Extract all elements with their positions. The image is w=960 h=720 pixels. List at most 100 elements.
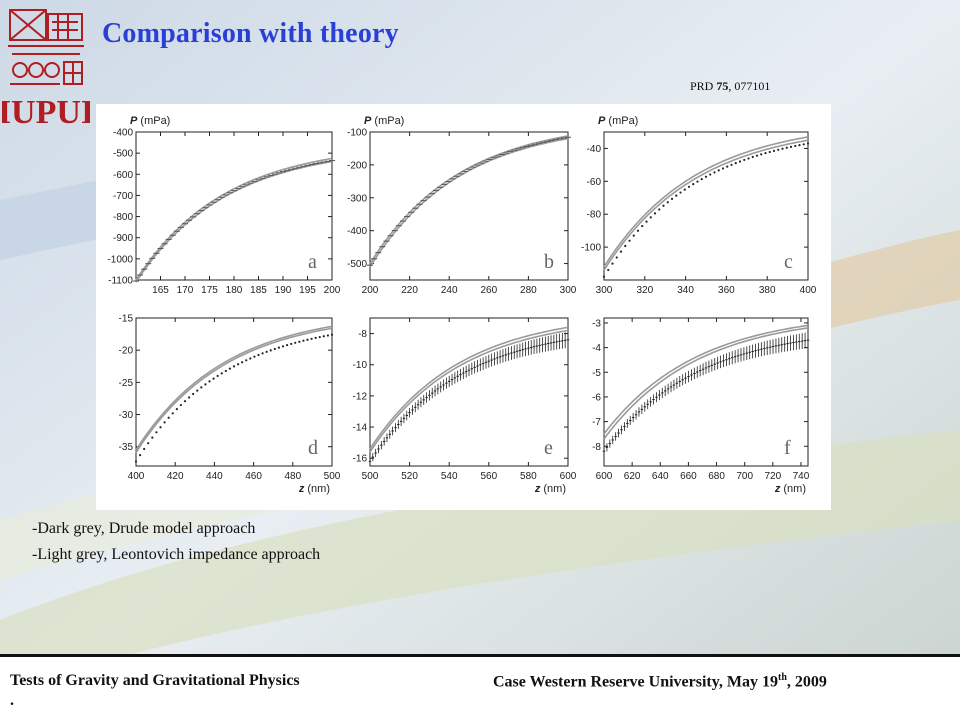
reference-volume: 75 bbox=[716, 79, 729, 93]
data-point bbox=[179, 403, 183, 407]
data-point bbox=[277, 346, 281, 349]
slide-title: Comparison with theory bbox=[102, 18, 399, 49]
data-point bbox=[624, 244, 627, 248]
y-tick-label: -900 bbox=[113, 233, 133, 244]
data-point bbox=[628, 239, 631, 242]
y-tick-label: -16 bbox=[353, 454, 368, 465]
data-point bbox=[747, 157, 750, 160]
y-tick-label: -30 bbox=[119, 410, 134, 421]
data-point bbox=[789, 145, 793, 148]
data-point bbox=[730, 163, 733, 166]
x-tick-label: 400 bbox=[128, 471, 145, 482]
data-point bbox=[212, 377, 215, 380]
chart-panel-a: 165 170 175 180 185 190 195 200 -400 -500 -600 -700… bbox=[107, 115, 340, 296]
y-tick-label: -6 bbox=[592, 392, 601, 403]
data-point bbox=[785, 146, 788, 149]
y-axis-label: P (mPa) bbox=[598, 115, 638, 127]
data-point bbox=[755, 154, 759, 157]
data-point bbox=[683, 188, 686, 191]
data-point bbox=[269, 349, 272, 352]
data-point bbox=[696, 180, 699, 183]
data-point bbox=[704, 175, 708, 178]
data-point bbox=[662, 204, 665, 207]
x-tick-label: 400 bbox=[800, 285, 817, 296]
plot-frame bbox=[369, 131, 569, 281]
data-point bbox=[326, 334, 330, 337]
y-tick-label: -400 bbox=[113, 128, 133, 139]
data-point bbox=[175, 407, 178, 411]
data-point bbox=[290, 342, 293, 346]
data-point bbox=[147, 442, 150, 445]
data-point bbox=[249, 357, 252, 360]
x-tick-label: 700 bbox=[736, 471, 753, 482]
y-axis-label: P (mPa) bbox=[130, 115, 170, 127]
y-tick-label: -60 bbox=[587, 177, 602, 188]
y-tick-label: -100 bbox=[581, 243, 601, 254]
theory-curve bbox=[369, 137, 569, 268]
x-tick-label: 200 bbox=[324, 285, 341, 296]
y-tick-label: -400 bbox=[347, 226, 367, 237]
data-point bbox=[273, 347, 276, 351]
data-point bbox=[196, 389, 199, 392]
plot-frame bbox=[603, 131, 809, 281]
data-point bbox=[261, 352, 264, 355]
y-tick-label: -3 bbox=[592, 318, 601, 329]
data-point bbox=[285, 343, 289, 347]
x-tick-label: 740 bbox=[793, 471, 810, 482]
data-point bbox=[167, 416, 170, 419]
panel-letter: d bbox=[308, 437, 318, 459]
x-tick-label: 340 bbox=[677, 285, 694, 296]
y-tick-label: -35 bbox=[119, 442, 134, 453]
chart-panel-e: 500 520 540 560 580 600 -8 -10 -12 -14 -16 z (nm) e bbox=[353, 317, 577, 495]
data-point bbox=[653, 212, 657, 215]
x-tick-label: 175 bbox=[201, 285, 218, 296]
data-point bbox=[151, 436, 154, 439]
data-point bbox=[183, 400, 187, 403]
footer-year: , 2009 bbox=[786, 673, 827, 691]
x-axis-label: z (nm) bbox=[298, 483, 330, 495]
panel-letter: a bbox=[308, 251, 317, 273]
x-tick-label: 300 bbox=[560, 285, 577, 296]
data-point bbox=[764, 152, 767, 155]
data-point bbox=[772, 149, 776, 152]
y-tick-label: -8 bbox=[592, 442, 601, 453]
y-tick-label: -40 bbox=[587, 144, 602, 155]
data-point bbox=[687, 185, 691, 188]
theory-curve bbox=[369, 326, 569, 450]
x-tick-label: 580 bbox=[520, 471, 537, 482]
data-point bbox=[134, 460, 138, 463]
data-point bbox=[302, 339, 305, 342]
data-point bbox=[245, 359, 248, 362]
y-tick-label: -200 bbox=[347, 160, 367, 171]
data-point bbox=[192, 392, 195, 396]
theory-curve bbox=[135, 327, 333, 453]
y-tick-label: -10 bbox=[353, 360, 368, 371]
data-point bbox=[602, 275, 606, 278]
data-point bbox=[607, 268, 610, 272]
data-point bbox=[216, 374, 219, 378]
theory-curve bbox=[135, 160, 333, 283]
x-tick-label: 200 bbox=[362, 285, 379, 296]
data-point bbox=[806, 142, 810, 145]
x-tick-label: 440 bbox=[206, 471, 223, 482]
data-point bbox=[721, 167, 725, 170]
data-point bbox=[700, 178, 703, 181]
data-point bbox=[143, 447, 146, 451]
data-point bbox=[163, 421, 166, 424]
data-point bbox=[220, 372, 223, 375]
data-point bbox=[802, 143, 805, 146]
theory-curve bbox=[603, 327, 809, 440]
x-tick-label: 190 bbox=[275, 285, 292, 296]
data-point bbox=[171, 412, 174, 415]
footer-venue: Case Western Reserve University, May 19 bbox=[493, 673, 778, 691]
data-point bbox=[257, 353, 260, 357]
data-point bbox=[204, 383, 207, 386]
data-point bbox=[658, 208, 661, 211]
footer-divider bbox=[0, 654, 960, 657]
x-tick-label: 720 bbox=[764, 471, 781, 482]
x-tick-label: 520 bbox=[401, 471, 418, 482]
y-tick-label: -14 bbox=[353, 423, 368, 434]
x-tick-label: 380 bbox=[759, 285, 776, 296]
casimir-pressure-plots: 165 170 175 180 185 190 195 200 -400 -500 -600 -700… bbox=[107, 115, 817, 495]
data-point bbox=[738, 160, 742, 163]
